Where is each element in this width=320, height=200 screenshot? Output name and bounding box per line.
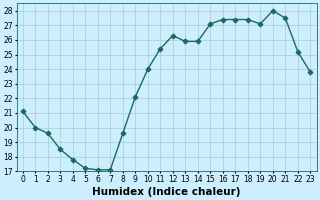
X-axis label: Humidex (Indice chaleur): Humidex (Indice chaleur): [92, 187, 241, 197]
